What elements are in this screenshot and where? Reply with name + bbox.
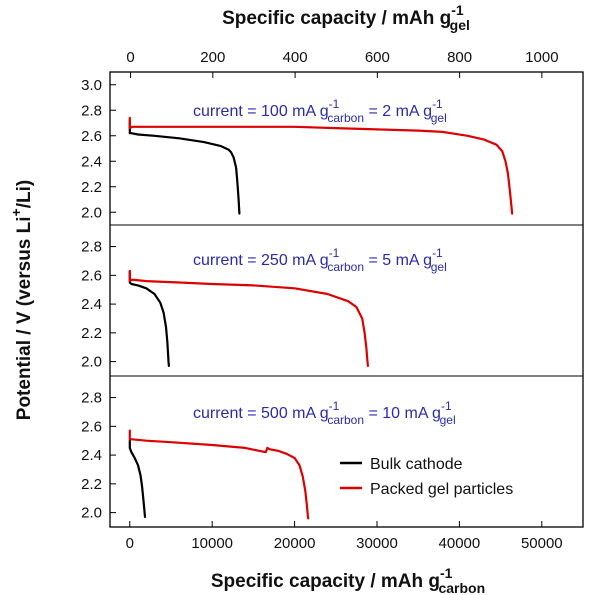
bottom-tick-label: 10000 bbox=[191, 535, 233, 552]
y-tick-label: 2.8 bbox=[81, 390, 102, 407]
top-tick-label: 600 bbox=[365, 49, 390, 66]
series-layer bbox=[128, 116, 514, 520]
y-tick-label: 2.8 bbox=[81, 102, 102, 119]
y-tick-label: 2.6 bbox=[81, 128, 102, 145]
y-tick-label: 2.8 bbox=[81, 239, 102, 256]
y-axis-title-sup: + bbox=[8, 208, 24, 216]
top-axis-title-sub: gel bbox=[450, 17, 470, 33]
top-axis-ticks: 0 200 400 600 800 1000 bbox=[126, 49, 559, 78]
y-tick-label: 2.0 bbox=[81, 505, 102, 522]
bottom-tick-label: 30000 bbox=[356, 535, 398, 552]
top-axis-title: Specific capacity / mAh g-1 gel bbox=[222, 2, 470, 33]
y-tick-label: 2.4 bbox=[81, 153, 102, 170]
y-axis-title: Potential / V (versus Li+/Li) bbox=[8, 180, 35, 420]
series-line-panel-3-bulk bbox=[128, 439, 147, 519]
bottom-axis-title-sup: -1 bbox=[440, 565, 453, 581]
top-tick-label: 200 bbox=[200, 49, 225, 66]
y-tick-label: 3.0 bbox=[81, 77, 102, 94]
panel-3-annotation: current = 500 mA g-1 carbon = 10 mA g-1 ge… bbox=[193, 399, 456, 427]
y-tick-label: 2.4 bbox=[81, 447, 102, 464]
top-tick-label: 800 bbox=[447, 49, 472, 66]
bottom-axis-title-sub: carbon bbox=[438, 580, 485, 595]
bottom-tick-label: 20000 bbox=[274, 535, 316, 552]
y-tick-label: 2.2 bbox=[81, 476, 102, 493]
y-axis-title-end: /Li) bbox=[14, 180, 35, 209]
series-line-panel-3-gel bbox=[128, 429, 310, 520]
bottom-tick-label: 40000 bbox=[439, 535, 481, 552]
plot-frame bbox=[109, 71, 584, 528]
top-tick-label: 0 bbox=[126, 49, 134, 66]
series-line-panel-2-bulk bbox=[128, 269, 170, 367]
y-tick-label: 2.2 bbox=[81, 325, 102, 342]
panel-2-annotation: current = 250 mA g-1 carbon = 5 mA g-1 gel bbox=[193, 246, 447, 274]
panel-1-annotation: current = 100 mA g-1 carbon = 2 mA g-1 gel bbox=[193, 97, 447, 125]
y-axis-ticks: 2.0 2.2 2.4 2.6 2.8 3.0 2.0 2.2 2.4 2.6 2.8 2.0 2.2 2… bbox=[81, 77, 116, 522]
bottom-axis-ticks: 0 10000 20000 30000 40000 50000 bbox=[126, 521, 563, 552]
y-tick-label: 2.2 bbox=[81, 179, 102, 196]
series-line-panel-2-gel bbox=[128, 269, 369, 367]
series-line-panel-1-bulk bbox=[128, 119, 241, 215]
top-tick-label: 400 bbox=[283, 49, 308, 66]
bottom-tick-label: 50000 bbox=[521, 535, 563, 552]
series-line-panel-1-gel bbox=[128, 116, 514, 215]
y-tick-label: 2.6 bbox=[81, 267, 102, 284]
bottom-axis-title: Specific capacity / mAh g-1 carbon bbox=[211, 565, 485, 595]
y-tick-label: 2.4 bbox=[81, 296, 102, 313]
legend-label-bulk: Bulk cathode bbox=[370, 456, 463, 473]
top-tick-label: 1000 bbox=[525, 49, 558, 66]
top-axis-title-sup: -1 bbox=[451, 2, 464, 18]
legend-label-gel: Packed gel particles bbox=[370, 481, 513, 498]
bottom-tick-label: 0 bbox=[126, 535, 134, 552]
y-tick-label: 2.6 bbox=[81, 418, 102, 435]
y-tick-label: 2.0 bbox=[81, 204, 102, 221]
y-tick-label: 2.0 bbox=[81, 354, 102, 371]
legend: Bulk cathode Packed gel particles bbox=[340, 456, 513, 498]
